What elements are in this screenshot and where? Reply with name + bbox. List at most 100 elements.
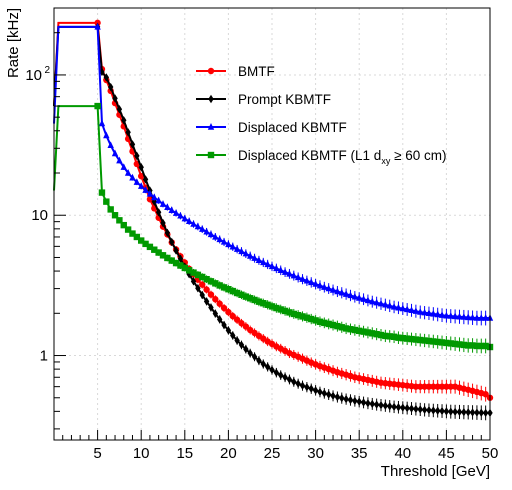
data-point <box>334 322 341 330</box>
data-point <box>155 208 162 217</box>
data-point <box>369 330 376 337</box>
data-point <box>233 289 241 297</box>
data-point <box>474 408 480 417</box>
data-point <box>138 237 145 244</box>
data-point <box>412 336 420 343</box>
data-point <box>225 326 232 335</box>
legend: BMTF Prompt KBMTF Displaced KBMTF Displaced… <box>196 64 446 166</box>
data-point <box>151 193 158 201</box>
data-point <box>242 293 250 300</box>
data-point <box>425 337 433 345</box>
data-point <box>461 407 467 417</box>
data-point <box>268 303 276 310</box>
data-point <box>356 327 363 335</box>
data-point <box>426 405 432 415</box>
data-point <box>312 280 319 287</box>
data-point <box>251 254 258 261</box>
data-point <box>238 340 245 350</box>
data-point <box>103 131 110 139</box>
data-point <box>273 264 280 272</box>
data-point <box>299 381 306 390</box>
data-point <box>408 335 415 343</box>
data-point <box>439 406 445 416</box>
data-point <box>133 178 141 185</box>
data-point <box>382 332 389 340</box>
data-point <box>330 391 336 401</box>
legend-label-subscript: xy <box>381 156 391 166</box>
data-point <box>185 267 193 274</box>
data-point <box>447 340 454 347</box>
data-point <box>151 197 157 206</box>
data-point <box>373 400 380 409</box>
data-point <box>190 269 197 276</box>
data-point <box>229 312 236 320</box>
data-point <box>316 281 324 289</box>
data-point <box>448 407 454 416</box>
data-point <box>98 189 106 196</box>
data-point <box>255 256 263 264</box>
series-1 <box>53 19 494 406</box>
data-point <box>430 309 437 317</box>
data-point <box>234 336 240 345</box>
data-point <box>456 407 463 417</box>
data-point <box>347 291 354 299</box>
data-point <box>129 173 136 181</box>
data-point <box>172 259 180 267</box>
data-point <box>452 407 458 417</box>
legend-label-text: Displaced KBMTF <box>238 120 347 135</box>
x-tick-label: 10 <box>133 445 150 462</box>
data-point <box>443 339 450 347</box>
data-point <box>277 306 284 313</box>
data-point <box>413 404 419 414</box>
data-point <box>478 408 484 417</box>
data-point <box>321 283 328 290</box>
data-point <box>403 305 411 313</box>
data-point <box>155 196 162 204</box>
data-point <box>107 206 114 213</box>
data-point <box>469 313 476 321</box>
data-point <box>482 314 489 321</box>
series-3 <box>53 22 494 326</box>
data-point <box>364 329 372 336</box>
data-point <box>111 149 119 157</box>
data-point <box>325 320 332 328</box>
data-point <box>238 320 245 327</box>
data-point <box>347 395 354 405</box>
data-point <box>169 237 175 247</box>
legend-swatch-marker <box>208 94 214 104</box>
data-point <box>142 186 149 193</box>
data-point <box>134 151 140 161</box>
data-point <box>417 308 424 315</box>
data-point <box>478 342 485 350</box>
data-point <box>325 284 332 292</box>
data-point <box>190 277 197 286</box>
data-point <box>208 303 214 312</box>
data-point <box>124 226 132 233</box>
data-point <box>164 228 171 237</box>
data-point <box>199 225 206 232</box>
y-axis-label: Rate [kHz] <box>5 8 22 78</box>
data-point <box>269 365 275 375</box>
data-point <box>334 287 341 295</box>
data-point <box>151 246 158 253</box>
data-point <box>260 359 266 369</box>
data-point <box>465 342 472 349</box>
data-point <box>456 312 463 320</box>
data-point <box>225 240 232 248</box>
data-point <box>111 212 119 219</box>
legend-item: Displaced KBMTF <box>196 120 347 135</box>
data-point <box>369 297 376 305</box>
data-point <box>120 163 127 170</box>
data-point <box>107 82 114 92</box>
data-point <box>408 306 415 314</box>
data-point <box>352 396 358 406</box>
data-point <box>434 338 441 346</box>
x-tick-label: 40 <box>394 445 411 462</box>
data-point <box>473 342 481 350</box>
data-point <box>181 214 188 222</box>
data-point <box>251 296 258 304</box>
legend-label-text: BMTF <box>238 64 275 79</box>
data-point <box>338 324 345 331</box>
data-point <box>220 304 228 312</box>
data-point <box>229 242 236 250</box>
